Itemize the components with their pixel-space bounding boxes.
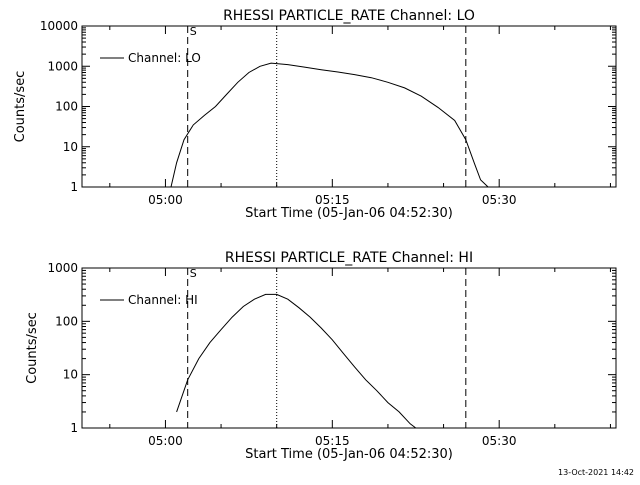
x-tick-label: 05:15: [315, 434, 350, 448]
y-tick-label: 1000: [47, 59, 78, 73]
chart-title: RHESSI PARTICLE_RATE Channel: HI: [225, 250, 473, 266]
x-tick-label: 05:15: [315, 193, 350, 207]
x-tick-label: 05:30: [482, 434, 517, 448]
y-tick-label: 10: [63, 368, 78, 382]
y-axis-label: Counts/sec: [25, 312, 40, 384]
x-tick-label: 05:30: [482, 193, 517, 207]
y-tick-label: 100: [55, 100, 78, 114]
plot-frame: [81, 267, 617, 429]
event-marker-label: S: [190, 267, 197, 280]
y-tick-label: 100: [55, 314, 78, 328]
x-tick-label: 05:00: [148, 193, 183, 207]
y-tick-label: 1: [70, 180, 78, 194]
y-tick-label: 1000: [47, 261, 78, 275]
legend-label: Channel: LO: [128, 51, 201, 65]
y-axis-label: Counts/sec: [13, 71, 28, 143]
series-line: [176, 293, 417, 429]
footer-timestamp: 13-Oct-2021 14:42: [558, 468, 634, 477]
series-line: [170, 62, 489, 188]
y-tick-label: 10000: [40, 19, 78, 33]
x-axis-label: Start Time (05-Jan-06 04:52:30): [245, 447, 453, 462]
y-tick-label: 10: [63, 140, 78, 154]
x-axis-label: Start Time (05-Jan-06 04:52:30): [245, 206, 453, 221]
y-tick-label: 1: [70, 421, 78, 435]
chart-title: RHESSI PARTICLE_RATE Channel: LO: [223, 8, 475, 24]
legend-label: Channel: HI: [128, 293, 198, 307]
x-tick-label: 05:00: [148, 434, 183, 448]
event-marker-label: S: [190, 25, 197, 38]
